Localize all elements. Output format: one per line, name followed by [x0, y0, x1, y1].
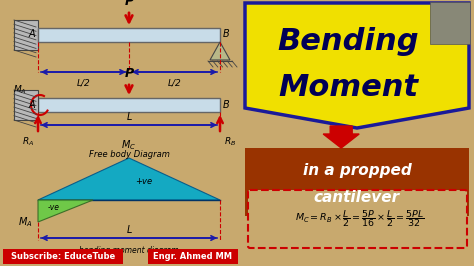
Text: cantilever: cantilever [314, 190, 400, 206]
Text: $M_C$: $M_C$ [121, 138, 137, 152]
Text: L: L [126, 225, 132, 235]
Text: $M_C = R_B \times \dfrac{L}{2} = \dfrac{5P}{16} \times \dfrac{L}{2} = \dfrac{5PL: $M_C = R_B \times \dfrac{L}{2} = \dfrac{… [295, 209, 424, 230]
Bar [14, 90, 38, 120]
Text: in a propped: in a propped [302, 163, 411, 177]
Text: L/2: L/2 [168, 78, 182, 87]
Text: A: A [28, 29, 35, 39]
Text: $M_A$: $M_A$ [13, 84, 27, 96]
Bar [3, 249, 123, 264]
Text: $R_B$: $R_B$ [224, 136, 236, 148]
Text: +ve: +ve [136, 177, 153, 186]
Bar [38, 28, 220, 42]
Text: A: A [28, 100, 35, 110]
Bar [148, 249, 238, 264]
Text: Moment: Moment [278, 73, 418, 102]
Text: Bending: Bending [277, 27, 419, 56]
Polygon shape [38, 158, 220, 200]
FancyArrow shape [323, 126, 359, 148]
Text: Subscribe: EduceTube: Subscribe: EduceTube [11, 252, 115, 261]
Bar [430, 2, 470, 44]
Text: -ve: -ve [48, 203, 60, 213]
Polygon shape [245, 3, 469, 128]
Bar [245, 148, 469, 216]
FancyBboxPatch shape [248, 190, 467, 248]
Bar [14, 20, 38, 50]
Text: B: B [223, 29, 230, 39]
Text: L: L [126, 112, 132, 122]
Text: L/2: L/2 [77, 78, 91, 87]
Text: $M_A$: $M_A$ [18, 215, 33, 229]
Bar [38, 98, 220, 112]
Text: P: P [125, 67, 134, 80]
Polygon shape [210, 42, 230, 60]
Text: B: B [223, 100, 230, 110]
Text: $R_A$: $R_A$ [22, 136, 34, 148]
Text: bending moment diagram: bending moment diagram [79, 246, 179, 255]
Polygon shape [38, 200, 93, 222]
Text: P: P [125, 0, 134, 8]
Text: Free body Diagram: Free body Diagram [89, 150, 169, 159]
Text: Engr. Ahmed MM: Engr. Ahmed MM [154, 252, 233, 261]
